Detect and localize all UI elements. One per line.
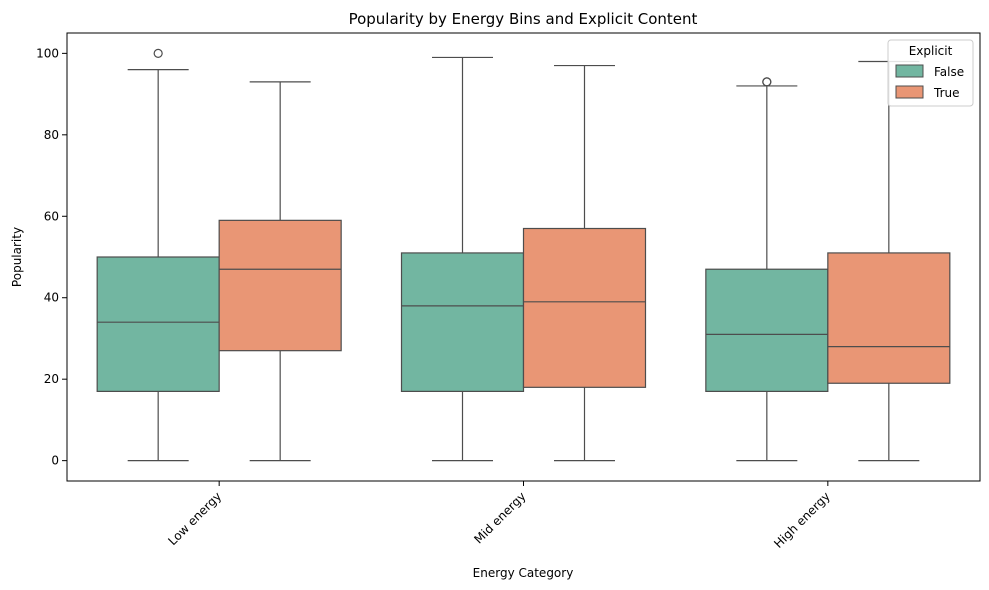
x-tick-label: Low energy: [165, 489, 224, 548]
box-iqr: [96, 256, 220, 392]
x-tick-label: High energy: [771, 489, 833, 551]
y-tick-label: 0: [51, 454, 59, 468]
legend-swatch: [895, 64, 924, 78]
outlier-point: [762, 77, 772, 87]
x-tick-label: Mid energy: [471, 489, 528, 546]
box-iqr: [827, 252, 951, 384]
box-iqr: [400, 252, 525, 393]
legend: Explicit False True: [887, 39, 974, 107]
y-tick-label: 60: [44, 209, 59, 223]
chart-title: Popularity by Energy Bins and Explicit C…: [349, 10, 698, 28]
y-axis: 0 20 40 60 80 100: [36, 46, 67, 468]
box-0-1: [218, 81, 342, 462]
outlier-point: [153, 48, 163, 58]
box-2-0: [705, 77, 829, 462]
x-axis: Low energy Mid energy High energy: [165, 481, 833, 551]
legend-entry-label: True: [933, 86, 960, 100]
legend-entry-label: False: [934, 65, 964, 79]
legend-title: Explicit: [909, 44, 953, 58]
y-axis-label: Popularity: [10, 227, 24, 287]
box-1-1: [522, 64, 647, 462]
y-tick-label: 80: [44, 128, 59, 142]
box-iqr: [705, 268, 829, 392]
plot-area: [96, 48, 951, 462]
box-iqr: [218, 219, 342, 352]
box-2-1: [827, 60, 951, 462]
box-1-0: [400, 56, 525, 462]
y-tick-label: 100: [36, 46, 59, 60]
box-0-0: [96, 48, 220, 462]
box-iqr: [522, 227, 647, 388]
legend-swatch: [895, 85, 924, 99]
x-axis-label: Energy Category: [473, 566, 574, 580]
y-tick-label: 40: [44, 291, 59, 305]
y-tick-label: 20: [44, 372, 59, 386]
